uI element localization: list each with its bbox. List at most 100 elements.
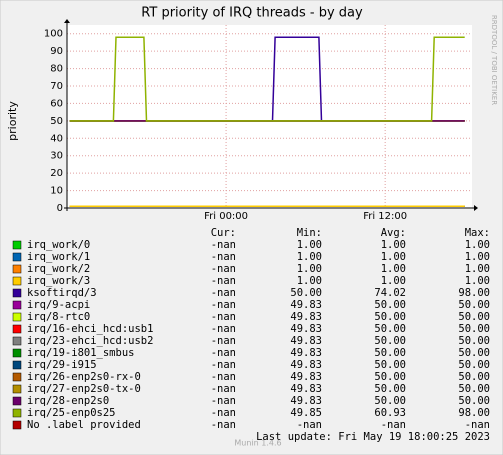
legend-swatch [12,288,22,298]
legend-value: 1.00 [381,263,406,275]
legend-swatch [12,384,22,394]
legend-value: -nan [211,347,236,359]
y-axis-label: priority [6,101,19,141]
plot-area [67,25,472,209]
legend-swatch [12,264,22,274]
legend-value: 50.00 [458,371,490,383]
legend-label: irq/27-enp2s0-tx-0 [27,383,141,395]
legend-swatch [12,300,22,310]
legend-swatch [12,336,22,346]
series-line [69,36,465,122]
legend-value: 49.83 [290,383,322,395]
axis-arrow [64,19,70,23]
legend-value: 49.83 [290,359,322,371]
legend-value: 1.00 [465,251,490,263]
legend-value: 1.00 [381,275,406,287]
legend-value: -nan [465,419,490,431]
legend-value: 50.00 [374,383,406,395]
legend-value: 50.00 [290,287,322,299]
legend-value: -nan [297,419,322,431]
legend-value: 50.00 [458,323,490,335]
legend-value: 50.00 [374,311,406,323]
y-tick-label: 20 [50,168,63,179]
legend-value: 1.00 [297,239,322,251]
legend-label: irq/9-acpi [27,299,90,311]
legend-label: irq/26-enp2s0-rx-0 [27,371,141,383]
legend-label: irq/23-ehci_hcd:usb2 [27,335,153,347]
last-update: Last update: Fri May 19 18:00:25 2023 [256,431,490,443]
legend-value: -nan [211,419,236,431]
legend-value: 50.00 [458,335,490,347]
legend-value: 50.00 [458,383,490,395]
legend-value: 1.00 [465,275,490,287]
y-tick-label: 40 [50,133,63,144]
legend-value: -nan [381,419,406,431]
legend-label: irq_work/2 [27,263,90,275]
legend-value: 49.83 [290,299,322,311]
y-tick-label: 30 [50,151,63,162]
legend-swatch [12,240,22,250]
legend-value: 1.00 [381,239,406,251]
y-tick-label: 90 [50,46,63,57]
legend-value: 98.00 [458,407,490,419]
legend-value: 50.00 [374,395,406,407]
legend-value: -nan [211,311,236,323]
legend-value: -nan [211,263,236,275]
legend-value: 49.83 [290,311,322,323]
legend-label: ksoftirqd/3 [27,287,97,299]
legend-header: Min: [297,227,322,239]
legend-value: 98.00 [458,287,490,299]
legend-value: 1.00 [465,239,490,251]
legend-value: -nan [211,239,236,251]
legend-value: 50.00 [374,323,406,335]
legend-value: 50.00 [374,299,406,311]
legend-value: -nan [211,383,236,395]
legend-swatch [12,276,22,286]
legend-label: irq/19-i801_smbus [27,347,134,359]
x-tick-label: Fri 00:00 [204,211,248,222]
legend-value: 60.93 [374,407,406,419]
legend-value: 50.00 [374,359,406,371]
legend-value: 74.02 [374,287,406,299]
legend-swatch [12,348,22,358]
legend-value: 50.00 [458,311,490,323]
legend-value: 50.00 [458,359,490,371]
legend-swatch [12,408,22,418]
x-tick-label: Fri 12:00 [363,211,407,222]
legend-value: 50.00 [458,347,490,359]
legend-value: 49.83 [290,335,322,347]
legend-label: irq/16-ehci_hcd:usb1 [27,323,153,335]
legend-value: -nan [211,407,236,419]
legend-value: 1.00 [297,263,322,275]
legend-value: 50.00 [458,395,490,407]
legend-value: -nan [211,275,236,287]
y-tick-label: 100 [44,29,63,40]
legend-value: 49.85 [290,407,322,419]
y-tick-label: 10 [50,186,63,197]
legend-value: 50.00 [374,335,406,347]
y-tick-label: 50 [50,116,63,127]
legend-value: 1.00 [297,275,322,287]
legend-label: irq/28-enp2s0 [27,395,109,407]
legend-value: 49.83 [290,371,322,383]
axis-arrow [474,205,478,211]
legend-swatch [12,360,22,370]
legend-swatch [12,252,22,262]
legend-value: 1.00 [297,251,322,263]
legend-value: -nan [211,395,236,407]
legend-header: Max: [465,227,490,239]
y-tick-label: 70 [50,81,63,92]
legend-value: 50.00 [458,299,490,311]
legend-value: -nan [211,335,236,347]
legend-swatch [12,396,22,406]
y-tick-label: 60 [50,98,63,109]
legend-header: Cur: [211,227,236,239]
legend-swatch [12,420,22,430]
legend-value: 1.00 [465,263,490,275]
legend-value: -nan [211,359,236,371]
y-tick-label: 80 [50,64,63,75]
legend-label: irq_work/3 [27,275,90,287]
legend-label: irq_work/1 [27,251,90,263]
legend-value: -nan [211,287,236,299]
